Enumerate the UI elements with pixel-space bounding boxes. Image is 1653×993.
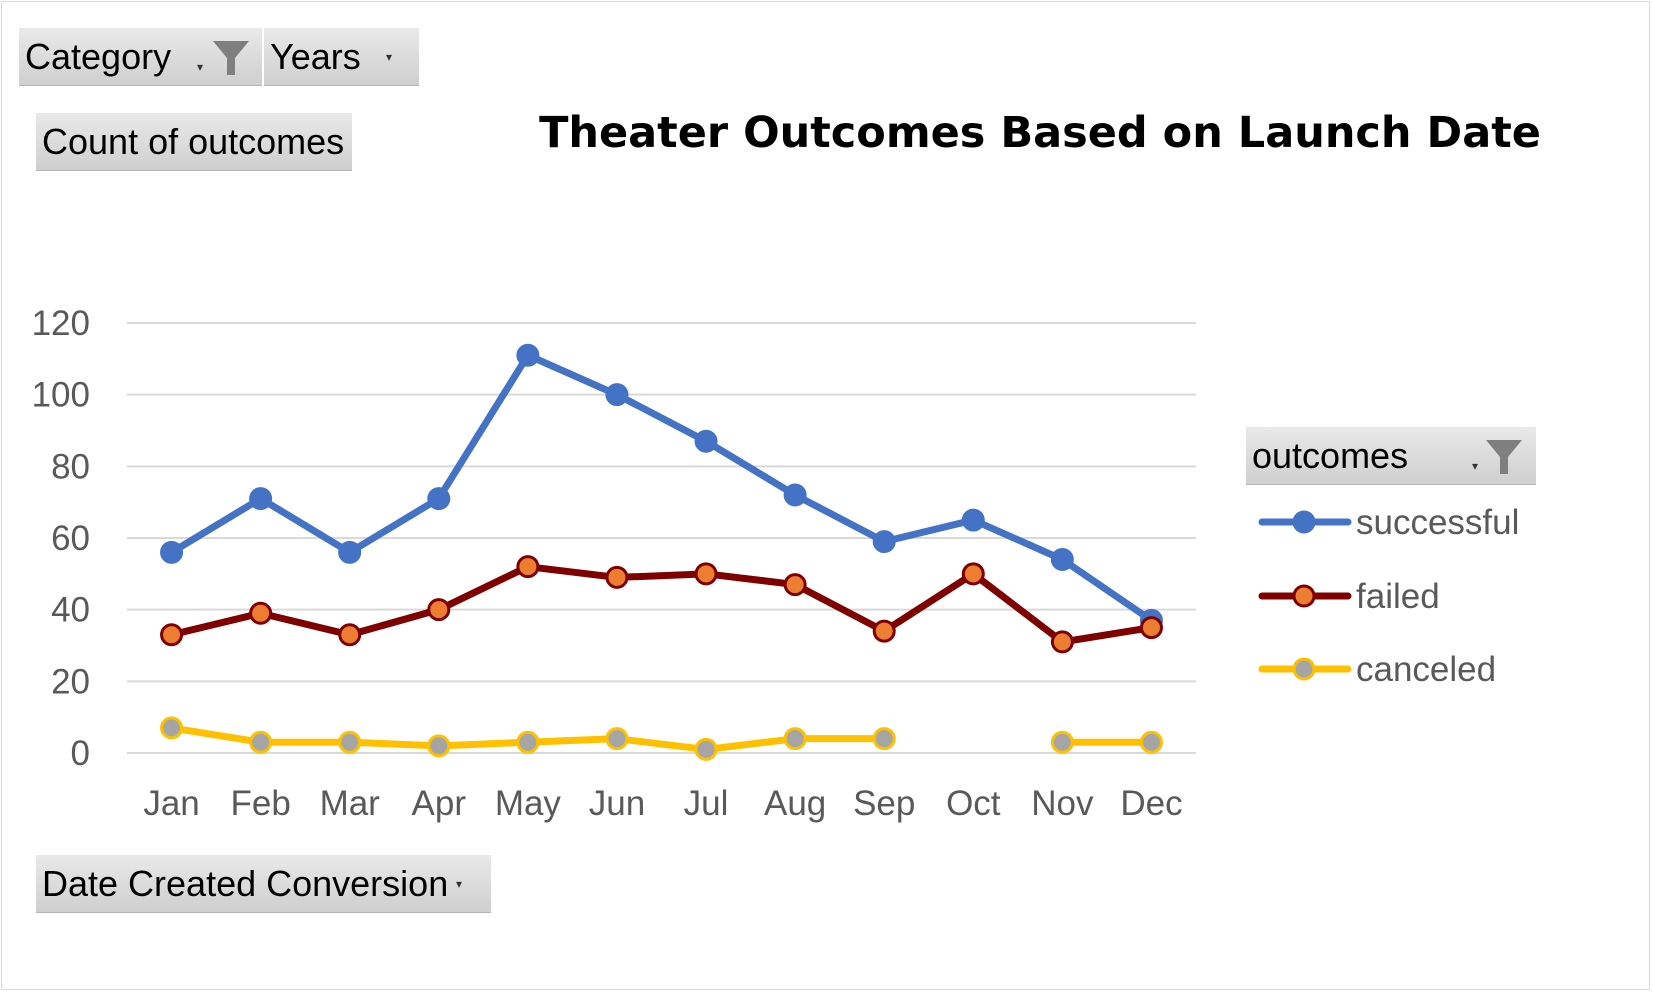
years-filter-label: Years [270, 35, 361, 77]
outcomes-legend-button[interactable]: outcomes ▾ [1246, 427, 1536, 485]
series-canceled [160, 716, 1163, 761]
legend-item-failed[interactable]: failed [1258, 577, 1440, 616]
dropdown-arrow-icon: ▾ [456, 877, 463, 891]
legend-label: successful [1356, 503, 1519, 542]
years-filter-button[interactable]: Years ▾ [264, 28, 419, 86]
legend-label: canceled [1356, 650, 1496, 689]
data-point-failed[interactable] [516, 555, 540, 579]
legend-label: failed [1356, 577, 1440, 616]
values-field-button[interactable]: Count of outcomes [36, 113, 352, 171]
x-tick-label: May [495, 784, 562, 823]
legend-marker [1292, 584, 1316, 608]
y-tick-label: 20 [51, 662, 90, 701]
data-point-successful[interactable] [961, 508, 985, 532]
data-point-successful[interactable] [605, 383, 629, 407]
x-tick-label: Jan [143, 784, 199, 823]
y-tick-label: 40 [51, 591, 90, 630]
funnel-icon [213, 41, 249, 75]
data-point-canceled[interactable] [872, 727, 896, 751]
x-tick-label: Jul [684, 784, 729, 823]
data-point-successful[interactable] [427, 487, 451, 511]
data-point-failed[interactable] [427, 598, 451, 622]
data-point-successful[interactable] [783, 483, 807, 507]
x-tick-label: Feb [230, 784, 290, 823]
x-tick-label: Oct [946, 784, 1001, 823]
data-point-failed[interactable] [338, 623, 362, 647]
data-point-canceled[interactable] [783, 727, 807, 751]
series-line-successful [168, 351, 1155, 624]
data-point-canceled[interactable] [605, 727, 629, 751]
chart-title: Theater Outcomes Based on Launch Date [539, 108, 1541, 158]
data-point-successful[interactable] [516, 343, 540, 367]
y-tick-label: 80 [51, 447, 90, 486]
y-tick-label: 120 [32, 304, 90, 343]
funnel-icon [1486, 440, 1522, 474]
category-filter-button[interactable]: Category ▾ [19, 28, 262, 86]
dropdown-arrow-icon: ▾ [197, 60, 204, 74]
data-point-canceled[interactable] [516, 730, 540, 754]
x-tick-label: Jun [589, 784, 645, 823]
data-point-failed[interactable] [605, 565, 629, 589]
axis-field-button[interactable]: Date Created Conversion ▾ [36, 855, 491, 913]
legend: successful failed canceled [1258, 503, 1519, 689]
dropdown-arrow-icon: ▾ [1472, 459, 1479, 473]
values-field-label: Count of outcomes [42, 120, 345, 162]
data-point-canceled[interactable] [427, 734, 451, 758]
legend-marker [1292, 510, 1316, 534]
data-point-canceled[interactable] [249, 730, 273, 754]
y-tick-label: 60 [51, 519, 90, 558]
legend-marker [1292, 657, 1316, 681]
data-point-failed[interactable] [1050, 630, 1074, 654]
data-point-successful[interactable] [338, 540, 362, 564]
y-axis-ticks: 0 20 40 60 80 100 120 [32, 304, 90, 773]
x-tick-label: Sep [853, 784, 915, 823]
x-tick-label: Mar [320, 784, 381, 823]
x-tick-label: Nov [1031, 784, 1094, 823]
data-point-failed[interactable] [783, 573, 807, 597]
data-point-failed[interactable] [1139, 616, 1163, 640]
x-tick-label: Aug [764, 784, 826, 823]
outcomes-legend-label: outcomes [1252, 434, 1409, 476]
data-point-canceled[interactable] [160, 716, 184, 740]
series-failed [160, 555, 1163, 654]
legend-item-successful[interactable]: successful [1258, 503, 1519, 542]
series-lines [160, 343, 1163, 761]
data-point-successful[interactable] [694, 429, 718, 453]
series-line-failed [168, 563, 1155, 646]
y-tick-label: 100 [32, 376, 90, 415]
data-point-canceled[interactable] [1139, 730, 1163, 754]
axis-field-label: Date Created Conversion [42, 862, 449, 904]
y-tick-label: 0 [71, 734, 90, 773]
data-point-failed[interactable] [249, 601, 273, 625]
category-filter-label: Category [25, 35, 172, 77]
data-point-failed[interactable] [160, 623, 184, 647]
data-point-failed[interactable] [961, 562, 985, 586]
data-point-canceled[interactable] [338, 730, 362, 754]
data-point-successful[interactable] [872, 530, 896, 554]
x-tick-label: Apr [412, 784, 467, 823]
gridlines [127, 322, 1196, 754]
data-point-failed[interactable] [872, 619, 896, 643]
data-point-canceled[interactable] [694, 737, 718, 761]
data-point-successful[interactable] [1050, 548, 1074, 571]
legend-item-canceled[interactable]: canceled [1258, 650, 1496, 689]
data-point-successful[interactable] [160, 540, 184, 564]
series-successful [160, 343, 1163, 632]
dropdown-arrow-icon: ▾ [386, 50, 393, 64]
x-tick-label: Dec [1120, 784, 1182, 823]
data-point-canceled[interactable] [1050, 730, 1074, 754]
data-point-failed[interactable] [694, 562, 718, 586]
data-point-successful[interactable] [249, 487, 273, 511]
x-axis-ticks: Jan Feb Mar Apr May Jun Jul Aug Sep Oct Nov Dec [143, 784, 1182, 823]
